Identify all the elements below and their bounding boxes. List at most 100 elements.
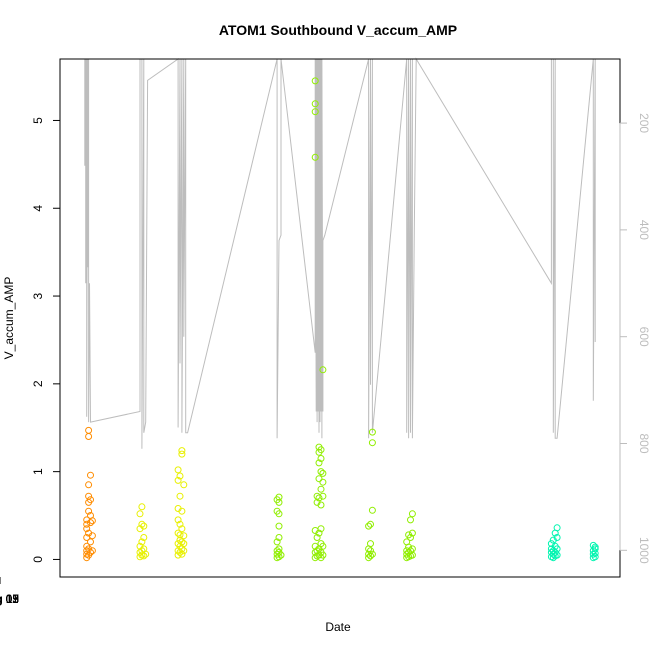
data-point: [85, 492, 93, 500]
data-point: [405, 543, 413, 551]
x-tick-label: Aug 07: [0, 592, 19, 606]
data-point: [174, 466, 182, 474]
data-point: [85, 426, 93, 434]
x-tick-label: Aug 09: [0, 592, 19, 606]
data-point: [277, 551, 285, 559]
data-point: [553, 545, 561, 553]
data-point: [83, 520, 91, 528]
secondary-y-tick-label: 400: [637, 220, 650, 240]
data-point: [365, 522, 373, 530]
data-point: [311, 153, 319, 161]
data-point: [176, 472, 184, 480]
secondary-y-axis: 200 400 600 800 1000: [619, 113, 650, 564]
secondary-y-tick-label: 800: [637, 433, 650, 453]
data-point: [180, 532, 188, 540]
data-point: [319, 478, 327, 486]
chart-title: ATOM1 Southbound V_accum_AMP: [219, 22, 457, 38]
data-point: [174, 476, 182, 484]
data-point: [368, 550, 376, 558]
data-point: [87, 471, 94, 479]
data-point: [275, 545, 283, 553]
data-point: [311, 77, 319, 85]
data-point: [85, 481, 93, 489]
data-point: [85, 433, 93, 440]
data-point: [315, 494, 323, 502]
data-point: [88, 517, 96, 525]
data-point: [178, 450, 186, 458]
data-point: [319, 469, 327, 477]
data-point: [136, 510, 144, 518]
data-point: [178, 447, 186, 455]
x-tick-label: Aug 13: [0, 592, 19, 606]
data-point: [317, 468, 325, 476]
data-point: [365, 550, 373, 558]
data-point: [87, 519, 94, 527]
data-point: [174, 529, 182, 537]
data-point: [313, 547, 321, 555]
data-point: [368, 506, 376, 514]
data-point: [138, 538, 146, 546]
data-point: [178, 538, 186, 546]
data-point: [83, 525, 91, 533]
data-point: [180, 481, 188, 489]
data-point: [591, 543, 599, 551]
secondary-y-tick-label: 1000: [637, 537, 650, 564]
x-axis: Aug 03Aug 05Aug 07Aug 09Aug 11Aug 13: [0, 577, 19, 606]
data-point: [176, 492, 184, 500]
x-tick-label: Aug 05: [0, 592, 19, 606]
y-tick-label: 3: [31, 292, 45, 299]
data-point: [140, 552, 148, 560]
data-point: [275, 522, 283, 530]
data-point: [178, 507, 186, 515]
data-point: [176, 536, 184, 544]
data-point: [553, 534, 561, 541]
data-point: [87, 548, 94, 556]
data-point: [140, 522, 148, 530]
data-point: [589, 541, 597, 549]
data-point: [367, 520, 374, 528]
data-point: [275, 493, 283, 501]
data-point: [180, 547, 188, 555]
data-point: [408, 510, 416, 518]
y-tick-label: 4: [31, 205, 45, 212]
data-point: [176, 520, 184, 528]
point-layer: [83, 77, 599, 562]
data-point: [273, 547, 281, 555]
data-point: [317, 501, 325, 509]
data-point: [85, 507, 93, 515]
y-tick-label: 5: [31, 117, 45, 124]
data-point: [88, 547, 96, 555]
data-point: [275, 498, 283, 506]
data-point: [407, 547, 414, 555]
data-point: [87, 496, 94, 504]
data-point: [85, 545, 93, 553]
data-point: [315, 459, 323, 467]
data-point: [319, 551, 327, 559]
data-point: [174, 516, 182, 524]
data-point: [317, 446, 325, 454]
data-point: [176, 531, 184, 539]
data-point: [311, 108, 319, 116]
data-point: [367, 552, 374, 560]
data-point: [178, 550, 186, 558]
y-tick-label: 1: [31, 468, 45, 475]
data-point: [275, 553, 283, 561]
data-point: [88, 532, 96, 540]
data-point: [317, 485, 325, 493]
x-tick-label: Aug 03: [0, 592, 19, 606]
secondary-y-tick-label: 600: [637, 327, 650, 347]
data-point: [367, 547, 374, 555]
x-tick-label: Aug 11: [0, 592, 19, 606]
data-point: [275, 534, 283, 541]
data-point: [407, 534, 414, 541]
data-point: [365, 554, 373, 562]
y-axis-label: V_accum_AMP: [2, 277, 16, 360]
data-point: [553, 524, 561, 532]
data-point: [138, 503, 146, 511]
data-point: [368, 428, 376, 436]
y-tick-label: 0: [31, 556, 45, 563]
x-axis-label: Date: [325, 620, 351, 634]
data-point: [275, 510, 283, 518]
